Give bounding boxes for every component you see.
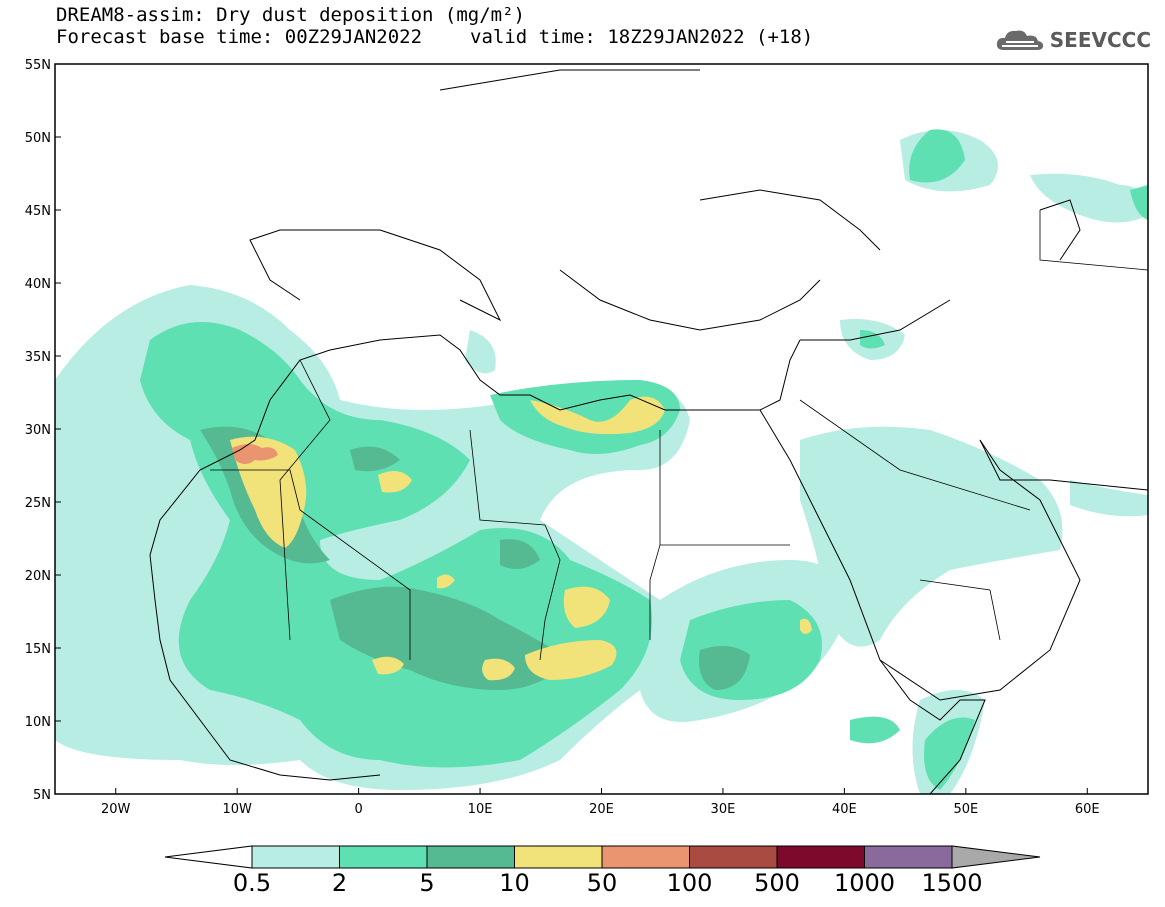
lat-label: 55N	[25, 58, 51, 73]
longitude-axis: 20W 10W 0 10E 20E 30E 40E 50E 60E	[101, 788, 1100, 817]
colorbar-segment	[689, 845, 778, 869]
lon-label: 0	[354, 802, 362, 817]
valid-time: valid time: 18Z29JAN2022 (+18)	[470, 26, 814, 48]
deposition-level-50	[232, 444, 278, 464]
lat-label: 20N	[25, 569, 51, 584]
deposition-field	[55, 129, 1148, 794]
lon-label: 30E	[711, 802, 736, 817]
colorbar	[164, 845, 1041, 869]
base-time: Forecast base time: 00Z29JAN2022	[56, 26, 423, 48]
colorbar-segment	[426, 845, 515, 869]
colorbar-label: 100	[666, 869, 713, 897]
lat-label: 30N	[25, 423, 51, 438]
lon-label: 60E	[1075, 802, 1100, 817]
colorbar-label: 2	[331, 869, 348, 897]
colorbar-label: 5	[419, 869, 435, 897]
cloud-icon	[996, 30, 1043, 50]
time-info: Forecast base time: 00Z29JAN2022 valid ti…	[56, 26, 813, 48]
lon-label: 10E	[468, 802, 493, 817]
lon-label: 10W	[222, 802, 252, 817]
lat-label: 40N	[25, 277, 51, 292]
coastlines	[149, 69, 1148, 794]
map-title: DREAM8-assim: Dry dust deposition (mg/m²…	[56, 4, 525, 26]
colorbar-segment	[339, 845, 428, 869]
seevccc-logo: SEEVCCC	[994, 26, 1151, 54]
lon-label: 20E	[589, 802, 614, 817]
colorbar-segment	[601, 845, 690, 869]
lat-label: 45N	[25, 204, 51, 219]
colorbar-segment	[864, 845, 953, 869]
colorbar-over-arrow	[951, 845, 1041, 869]
country-borders	[210, 210, 1148, 661]
latitude-axis: 55N 50N 45N 40N 35N 30N 25N 20N 15N 10N 5N	[25, 58, 61, 803]
lon-label: 40E	[832, 802, 857, 817]
colorbar-label: 10	[499, 869, 530, 897]
lat-label: 25N	[25, 496, 51, 511]
lat-label: 10N	[25, 715, 51, 730]
lon-label: 50E	[953, 802, 978, 817]
deposition-level-10	[230, 396, 812, 681]
colorbar-label: 50	[586, 869, 618, 897]
colorbar-label: 1000	[833, 869, 896, 897]
colorbar-label: 0.5	[232, 869, 272, 897]
colorbar-segment	[514, 845, 603, 869]
colorbar-label: 500	[754, 869, 800, 897]
colorbar-segment	[776, 845, 865, 869]
colorbar-label: 1500	[921, 869, 983, 897]
colorbar-under-arrow	[164, 845, 253, 869]
logo-text: SEEVCCC	[1049, 28, 1151, 52]
colorbar-segment	[251, 845, 340, 869]
lat-label: 15N	[25, 642, 51, 657]
lat-label: 35N	[25, 350, 51, 365]
lat-label: 50N	[25, 131, 51, 146]
lat-label: 5N	[33, 788, 51, 803]
lon-label: 20W	[101, 802, 131, 817]
